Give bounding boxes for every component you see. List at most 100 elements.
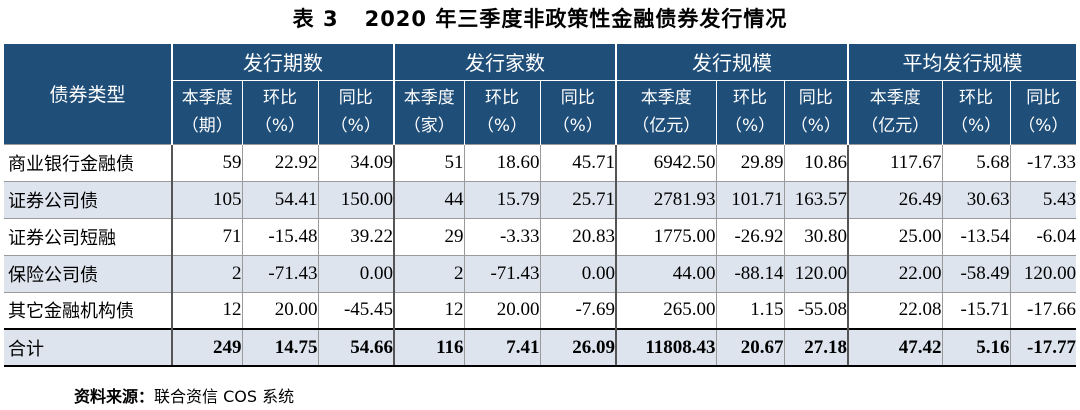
- table-cell: 163.57: [783, 180, 849, 218]
- row-label: 证券公司债: [4, 180, 172, 218]
- subcolumn-label: 同比: [1026, 88, 1061, 108]
- table-cell: 249: [171, 328, 242, 367]
- header-group-row: 债券类型 发行期数 发行家数 发行规模 平均发行规模: [4, 44, 1077, 144]
- table-cell: 2: [393, 254, 465, 292]
- subcolumn-label: 环比: [959, 88, 994, 108]
- table-cell: 265.00: [615, 291, 717, 329]
- total-row: 合计 249 14.75 54.66 116 7.41 26.09 11808.43 20.67…: [4, 328, 1077, 367]
- group-header-issue-scale: 发行规模: [615, 44, 849, 80]
- subcolumn-header: 同比 （%）: [317, 79, 395, 144]
- table-cell: 10.86: [783, 143, 849, 181]
- header-subcolumn-row: 本季度 （期） 环比 （%） 同比 （%） 本季度 （家） 环比 （%） 同比 （%） 本季度 （亿元） 环…: [4, 79, 1077, 144]
- table-cell: 22.92: [241, 143, 318, 181]
- table-cell: 54.66: [317, 328, 395, 367]
- table-cell: 1775.00: [615, 217, 717, 255]
- table-cell: -17.77: [1009, 328, 1077, 367]
- subcolumn-unit: （%）: [1018, 116, 1069, 136]
- table-cell: 11808.43: [615, 328, 717, 367]
- subcolumn-unit: （%）: [790, 116, 841, 136]
- table-cell: 20.67: [715, 328, 785, 367]
- table-cell: 47.42: [847, 328, 943, 367]
- subcolumn-unit: （%）: [724, 116, 776, 136]
- table-cell: 0.00: [539, 254, 617, 292]
- table-cell: 34.09: [317, 143, 395, 181]
- table-cell: -71.43: [241, 254, 318, 292]
- subcolumn-label: 同比: [338, 88, 373, 108]
- subcolumn-header: 同比 （%）: [539, 79, 617, 144]
- subcolumn-header: 同比 （%）: [783, 79, 849, 144]
- table-row: 证券公司债 105 54.41 150.00 44 15.79 25.71 2781.93 10…: [4, 180, 1077, 218]
- row-label: 保险公司债: [4, 254, 172, 292]
- table-cell: 25.00: [847, 217, 943, 255]
- subcolumn-header: 本季度 （亿元）: [615, 79, 717, 144]
- table-cell: -71.43: [463, 254, 541, 292]
- subcolumn-header: 环比 （%）: [715, 79, 785, 144]
- table-title: 表 3 2020 年三季度非政策性金融债券发行情况: [0, 0, 1080, 40]
- table-body: 商业银行金融债 59 22.92 34.09 51 18.60 45.71 6942.50 29…: [4, 143, 1077, 367]
- table-cell: 59: [171, 143, 242, 181]
- subcolumn-label: 环比: [733, 88, 768, 108]
- table-cell: -26.92: [715, 217, 785, 255]
- table-cell: -15.48: [241, 217, 318, 255]
- table-cell: -6.04: [1009, 217, 1077, 255]
- table-cell: 29: [393, 217, 465, 255]
- table-cell: -58.49: [941, 254, 1011, 292]
- subcolumn-header: 同比 （%）: [1009, 79, 1077, 144]
- table-cell: 120.00: [783, 254, 849, 292]
- table-cell: 29.89: [715, 143, 785, 181]
- subcolumn-unit: （期）: [181, 116, 233, 136]
- row-label: 合计: [4, 328, 172, 367]
- table-title-text: 2020 年三季度非政策性金融债券发行情况: [364, 7, 788, 31]
- row-label: 证券公司短融: [4, 217, 172, 255]
- table-cell: 26.09: [539, 328, 617, 367]
- subcolumn-label: 本季度: [640, 88, 692, 108]
- subcolumn-unit: （%）: [330, 116, 381, 136]
- group-header-issue-count: 发行期数: [170, 44, 395, 80]
- table-cell: 45.71: [539, 143, 617, 181]
- table-cell: 20.00: [463, 291, 541, 329]
- subcolumn-label: 同比: [798, 88, 833, 108]
- table-cell: -17.66: [1009, 291, 1077, 329]
- table-cell: 22.00: [847, 254, 943, 292]
- table-cell: -3.33: [463, 217, 541, 255]
- table-cell: 26.49: [847, 180, 943, 218]
- row-label: 商业银行金融债: [4, 143, 172, 181]
- table-cell: -13.54: [941, 217, 1011, 255]
- subcolumn-label: 本季度: [181, 88, 233, 108]
- table-cell: -45.45: [317, 291, 395, 329]
- subcolumn-label: 同比: [560, 88, 595, 108]
- table-cell: -55.08: [783, 291, 849, 329]
- subcolumn-header: 环比 （%）: [941, 79, 1011, 144]
- table-cell: 105: [171, 180, 242, 218]
- table-number: 表 3: [292, 7, 339, 31]
- table-cell: 116: [393, 328, 465, 367]
- table-cell: -15.71: [941, 291, 1011, 329]
- table-cell: 5.68: [941, 143, 1011, 181]
- table-cell: 39.22: [317, 217, 395, 255]
- table-cell: 0.00: [317, 254, 395, 292]
- subcolumn-unit: （亿元）: [861, 116, 930, 136]
- group-header-average-scale: 平均发行规模: [847, 44, 1077, 80]
- source-note: 资料来源：联合资信 COS 系统: [74, 383, 294, 407]
- subcolumn-unit: （亿元）: [632, 116, 701, 136]
- subcolumn-header: 本季度 （亿元）: [847, 79, 943, 144]
- table-cell: 71: [171, 217, 242, 255]
- table-cell: 6942.50: [615, 143, 717, 181]
- group-header-issuer-count: 发行家数: [393, 44, 617, 80]
- source-text: 联合资信 COS 系统: [154, 387, 295, 406]
- subcolumn-unit: （%）: [552, 116, 603, 136]
- table-cell: 54.41: [241, 180, 318, 218]
- table-cell: 44: [393, 180, 465, 218]
- table-cell: 20.00: [241, 291, 318, 329]
- subcolumn-unit: （家）: [403, 116, 455, 136]
- subcolumn-unit: （%）: [950, 116, 1002, 136]
- table-row: 商业银行金融债 59 22.92 34.09 51 18.60 45.71 6942.50 29…: [4, 143, 1077, 181]
- table-row: 其它金融机构债 12 20.00 -45.45 12 20.00 -7.69 265.00 1.…: [4, 291, 1077, 329]
- table-cell: -88.14: [715, 254, 785, 292]
- subcolumn-header: 环比 （%）: [463, 79, 541, 144]
- table-cell: 12: [393, 291, 465, 329]
- table-row: 证券公司短融 71 -15.48 39.22 29 -3.33 20.83 1775.00 -2…: [4, 217, 1077, 255]
- table-cell: -7.69: [539, 291, 617, 329]
- table-cell: 2781.93: [615, 180, 717, 218]
- table-cell: 7.41: [463, 328, 541, 367]
